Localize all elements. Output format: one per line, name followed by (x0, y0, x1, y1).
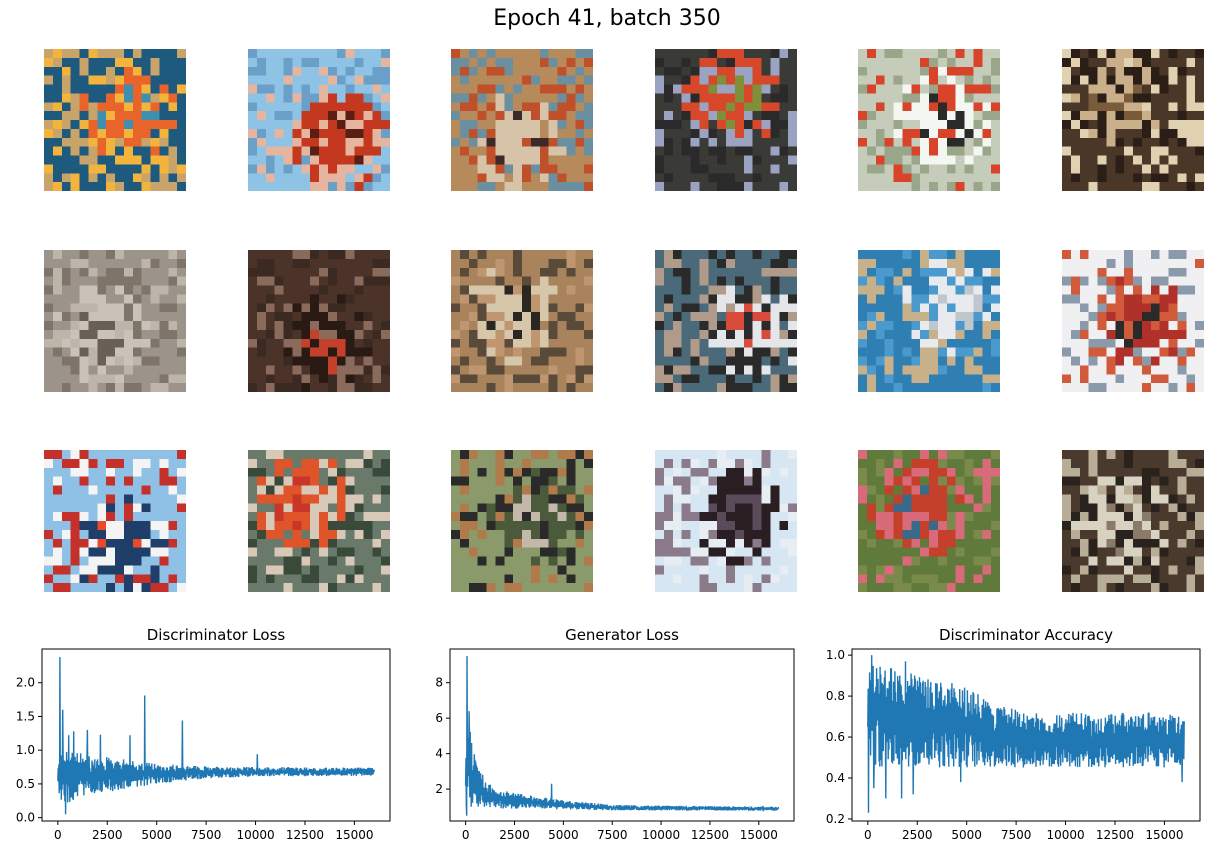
series-line (867, 655, 1185, 813)
plot-discriminator-accuracy: 0 2500 5000 7500 10000 12500 15000 0.2 0.4 0.6 0.8… (826, 648, 1201, 842)
x-tick-label: 15000 (740, 828, 778, 842)
sample-image (1062, 250, 1204, 392)
x-tick-label: 2500 (499, 828, 530, 842)
plot-title-generator-loss: Generator Loss (565, 626, 679, 644)
y-tick-label: 0.5 (16, 777, 35, 791)
sample-image (248, 450, 390, 592)
y-tick-label: 1.0 (16, 743, 35, 757)
plot-generator-loss: 0 2500 5000 7500 10000 12500 15000 2 4 6 8 (435, 648, 795, 842)
y-tick-label: 0.6 (826, 730, 845, 744)
x-tick-label: 12500 (1096, 828, 1134, 842)
x-tick-label: 7500 (1001, 828, 1032, 842)
y-tick-label: 1.0 (826, 648, 845, 662)
sample-image (451, 450, 593, 592)
x-tick-label: 0 (462, 828, 470, 842)
sample-image (1062, 49, 1204, 191)
sample-image (248, 250, 390, 392)
x-tick-label: 10000 (236, 828, 274, 842)
figure-title: Epoch 41, batch 350 (493, 6, 721, 31)
x-tick-label: 2500 (902, 828, 933, 842)
x-tick-label: 5000 (548, 828, 579, 842)
x-tick-label: 7500 (597, 828, 628, 842)
x-tick-label: 7500 (191, 828, 222, 842)
sample-image (44, 250, 186, 392)
sample-image (858, 450, 1000, 592)
x-tick-label: 0 (54, 828, 62, 842)
sample-image (248, 49, 390, 191)
x-tick-label: 5000 (951, 828, 982, 842)
y-tick-label: 0.2 (826, 812, 845, 826)
x-tick-label: 10000 (1046, 828, 1084, 842)
y-tick-label: 2.0 (16, 676, 35, 690)
y-tick-label: 0.0 (16, 811, 35, 825)
y-tick-label: 2 (435, 782, 443, 796)
sample-image (451, 250, 593, 392)
series-line (464, 656, 780, 816)
y-tick-label: 8 (435, 676, 443, 690)
x-tick-label: 5000 (141, 828, 172, 842)
plot-title-discriminator-loss: Discriminator Loss (146, 626, 286, 644)
axes-frame (41, 648, 391, 822)
sample-image (655, 450, 797, 592)
x-tick-label: 10000 (642, 828, 680, 842)
sample-image (858, 250, 1000, 392)
x-tick-label: 12500 (691, 828, 729, 842)
plot-discriminator-loss: 0 2500 5000 7500 10000 12500 15000 0.0 0.5 1.0 1.5… (16, 648, 391, 842)
sample-image (44, 49, 186, 191)
y-tick-label: 1.5 (16, 709, 35, 723)
sample-image (655, 250, 797, 392)
x-tick-label: 15000 (1145, 828, 1183, 842)
sample-image (44, 450, 186, 592)
sample-image (655, 49, 797, 191)
x-tick-label: 15000 (335, 828, 373, 842)
axes-frame (851, 648, 1201, 822)
axes-frame (449, 648, 795, 822)
series-line (57, 657, 375, 815)
sample-image (1062, 450, 1204, 592)
x-tick-label: 0 (864, 828, 872, 842)
plot-title-discriminator-accuracy: Discriminator Accuracy (938, 626, 1114, 644)
x-tick-label: 12500 (286, 828, 324, 842)
x-tick-label: 2500 (92, 828, 123, 842)
y-tick-label: 0.4 (826, 771, 845, 785)
sample-image (451, 49, 593, 191)
sample-image (858, 49, 1000, 191)
y-tick-label: 6 (435, 711, 443, 725)
y-tick-label: 4 (435, 747, 443, 761)
y-tick-label: 0.8 (826, 689, 845, 703)
